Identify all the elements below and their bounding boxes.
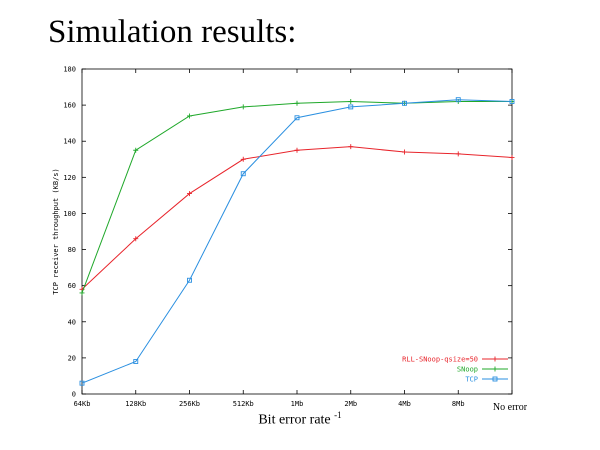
- data-point: [79, 380, 85, 386]
- x-tick-label: 2Mb: [344, 400, 357, 408]
- data-point: [133, 147, 139, 153]
- data-point: [240, 156, 246, 162]
- legend-label: RLL-SNoop-qsize=50: [402, 356, 478, 364]
- legend-marker: [492, 376, 498, 382]
- data-point: [187, 113, 192, 119]
- y-tick-label: 80: [68, 246, 76, 254]
- data-point: [455, 151, 461, 157]
- data-point: [133, 359, 139, 364]
- x-axis-title: Bit error rate -1: [258, 410, 342, 428]
- y-tick-label: 160: [63, 102, 76, 110]
- data-point: [348, 99, 354, 104]
- data-point: [509, 154, 515, 160]
- series-line-2: [81, 99, 513, 384]
- data-point: [402, 100, 407, 106]
- y-tick-label: 180: [63, 66, 76, 74]
- data-point: [187, 191, 192, 197]
- x-axis-title-exponent: -1: [334, 410, 342, 420]
- y-tick-label: 60: [68, 282, 76, 290]
- x-tick-label: 256Kb: [179, 400, 200, 408]
- data-point: [455, 97, 461, 103]
- x-tick-label: 1Mb: [291, 400, 304, 408]
- x-tick-label: 512Kb: [233, 400, 254, 408]
- y-tick-label: 40: [68, 318, 76, 326]
- data-point: [348, 144, 354, 150]
- x-tick-label: 8Mb: [452, 400, 465, 408]
- data-point: [133, 236, 139, 242]
- legend-marker: [492, 366, 498, 372]
- data-point: [240, 104, 246, 110]
- data-point: [294, 115, 300, 121]
- y-axis-title: TCP receiver throughput (KB/s): [52, 168, 60, 294]
- legend-label: SNoop: [457, 366, 478, 374]
- data-point: [509, 99, 515, 104]
- data-point: [294, 100, 300, 106]
- y-tick-label: 100: [63, 210, 76, 218]
- x-tick-label: 4Mb: [398, 400, 411, 408]
- legend-marker: [492, 356, 498, 362]
- data-point: [240, 171, 246, 177]
- y-tick-label: 140: [63, 138, 76, 146]
- x-tick-label: 128Kb: [125, 400, 146, 408]
- x-tick-label-no-error: No error: [493, 402, 528, 413]
- legend-label: TCP: [465, 376, 478, 384]
- data-point: [348, 104, 354, 110]
- data-point: [187, 277, 192, 283]
- data-point: [294, 147, 300, 153]
- y-tick-label: 20: [68, 354, 76, 362]
- slide-title: Simulation results:: [48, 14, 297, 50]
- series-line-1: [81, 100, 512, 294]
- y-tick-label: 0: [72, 391, 76, 399]
- data-point: [79, 290, 85, 296]
- series-line-0: [81, 146, 513, 290]
- plot-area: 0 20 40 60 80 100 120 140 160 180 64Kb 128Kb 256Kb 51…: [52, 66, 528, 414]
- x-tick-label: 64Kb: [74, 400, 91, 408]
- y-tick-label: 120: [63, 174, 76, 182]
- data-point: [402, 149, 407, 155]
